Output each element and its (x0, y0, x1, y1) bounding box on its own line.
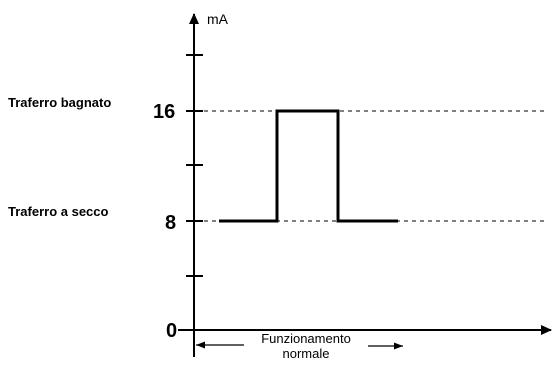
current-pulse-waveform (219, 109, 398, 223)
level-16-tick-label: 16 (153, 101, 175, 123)
level-8-tick-label: 8 (165, 212, 176, 234)
level-8-side-label: Traferro a secco (8, 204, 109, 219)
y-axis-unit: mA (207, 11, 229, 27)
span-label-line2: normale (283, 346, 330, 361)
span-label-line1: Funzionamento (261, 331, 351, 346)
origin-label: 0 (166, 320, 177, 342)
level-16-side-label: Traferro bagnato (8, 95, 111, 110)
